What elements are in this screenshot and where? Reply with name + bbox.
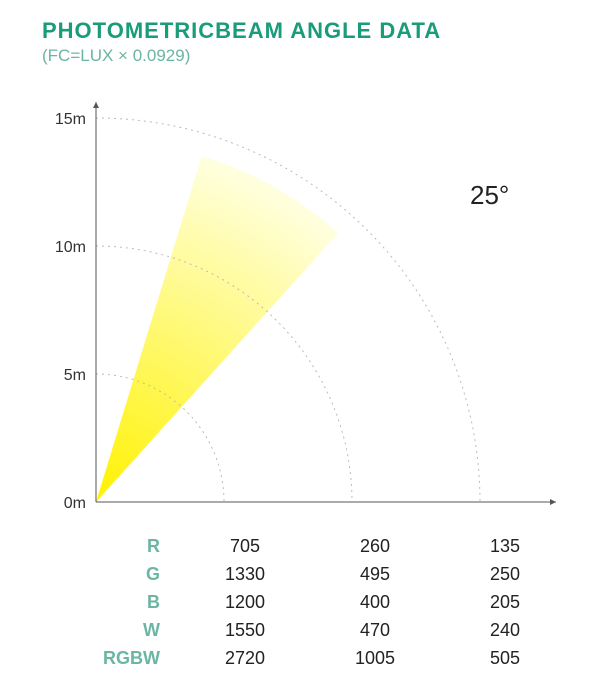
row-cell: 205 [440, 592, 570, 613]
row-cell: 135 [440, 536, 570, 557]
row-cell: 250 [440, 564, 570, 585]
beam-angle-label: 25° [470, 180, 509, 211]
y-axis-label: 0m [36, 495, 86, 513]
row-cell: 2720 [180, 648, 310, 669]
distance-arc [96, 118, 480, 502]
table-row: B1200400205 [60, 588, 580, 616]
table-row: R705260135 [60, 532, 580, 560]
y-axis-label: 10m [36, 239, 86, 257]
table-row: G1330495250 [60, 560, 580, 588]
row-cell: 505 [440, 648, 570, 669]
lux-table: R705260135G1330495250B1200400205W1550470… [60, 532, 580, 672]
table-row: RGBW27201005505 [60, 644, 580, 672]
table-row: W1550470240 [60, 616, 580, 644]
row-cell: 240 [440, 620, 570, 641]
y-axis-label: 5m [36, 367, 86, 385]
row-cell: 1550 [180, 620, 310, 641]
row-label: B [60, 592, 180, 613]
beam-chart: 0m 5m 10m 15m 25° [0, 90, 600, 530]
row-cell: 1330 [180, 564, 310, 585]
row-cell: 1005 [310, 648, 440, 669]
row-label: R [60, 536, 180, 557]
row-label: RGBW [60, 648, 180, 669]
row-cell: 1200 [180, 592, 310, 613]
row-cell: 260 [310, 536, 440, 557]
y-axis-label: 15m [36, 111, 86, 129]
page-subtitle: (FC=LUX × 0.0929) [42, 46, 190, 66]
row-cell: 495 [310, 564, 440, 585]
page-title: PHOTOMETRICBEAM ANGLE DATA [42, 18, 441, 44]
row-label: W [60, 620, 180, 641]
beam-wedge [96, 156, 338, 502]
row-cell: 705 [180, 536, 310, 557]
row-cell: 470 [310, 620, 440, 641]
row-label: G [60, 564, 180, 585]
chart-svg [0, 90, 600, 530]
row-cell: 400 [310, 592, 440, 613]
